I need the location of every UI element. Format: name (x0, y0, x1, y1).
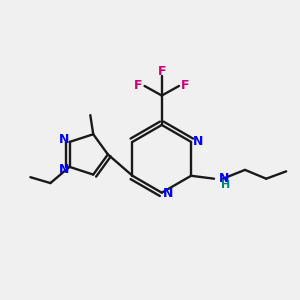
Text: N: N (59, 133, 69, 146)
Text: F: F (181, 79, 190, 92)
Text: N: N (163, 187, 173, 200)
Text: N: N (192, 134, 203, 148)
Text: N: N (59, 163, 69, 176)
Text: N: N (219, 172, 230, 185)
Text: F: F (158, 64, 166, 78)
Text: F: F (134, 79, 142, 92)
Text: H: H (221, 181, 230, 190)
